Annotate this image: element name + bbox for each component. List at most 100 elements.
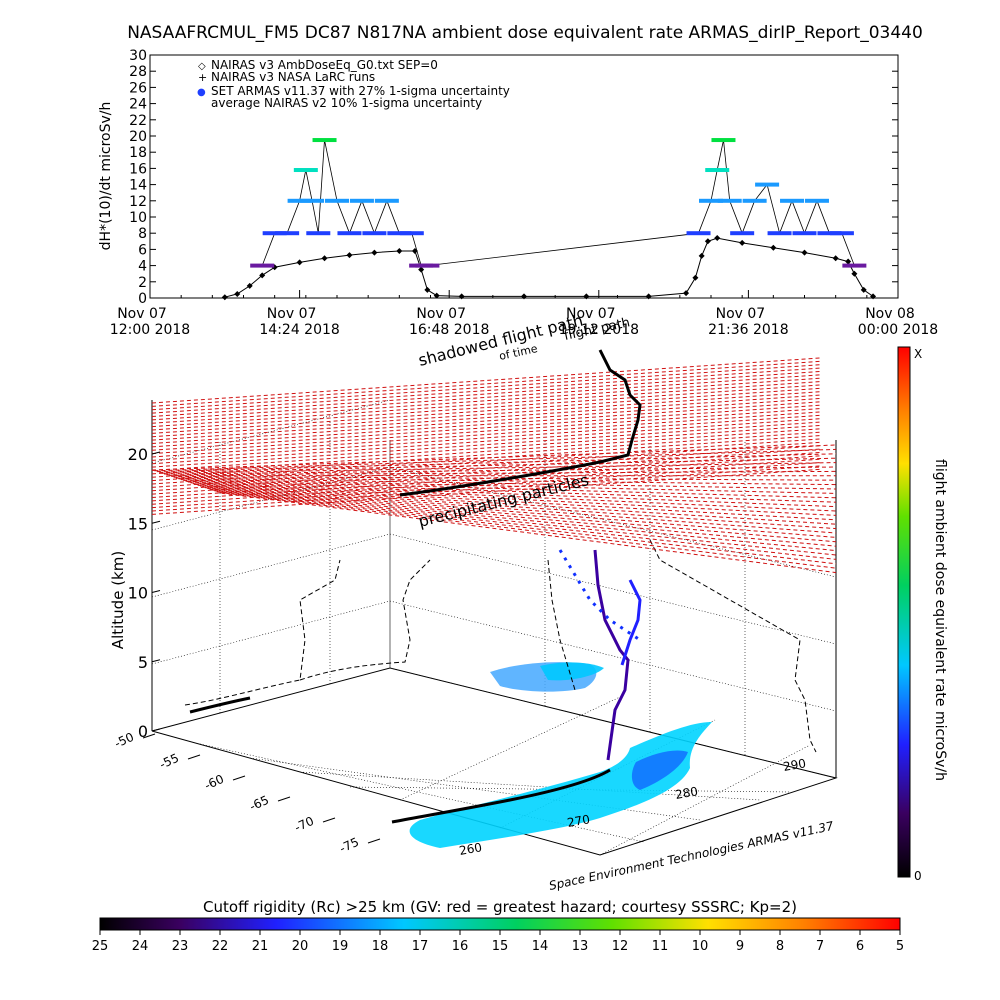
- series-nairas-point: [583, 293, 590, 300]
- altitude-tick-label: 15: [128, 514, 148, 533]
- rigidity-tick-label: 18: [372, 939, 389, 954]
- timeseries-legend: ◇ NAIRAS v3 AmbDoseEq_G0.txt SEP=0 + NAI…: [197, 58, 510, 110]
- y-tick-label: 30: [129, 48, 147, 64]
- series-armas-point: [842, 263, 867, 268]
- series-nairas-point: [418, 266, 425, 273]
- x-tick-label-date: Nov 07: [566, 306, 616, 322]
- altitude-tick: [151, 590, 161, 593]
- series-nairas-point: [714, 235, 721, 242]
- particle-plane-line: [151, 411, 821, 458]
- longitude-tick-label: 270: [566, 812, 591, 830]
- particle-plane-line: [221, 492, 837, 574]
- particle-plane-line: [151, 428, 821, 475]
- altitude-tick: [151, 659, 161, 663]
- particle-plane-line: [151, 377, 821, 424]
- particle-plane-line: [151, 425, 821, 471]
- latitude-tick-label: -60: [202, 772, 226, 793]
- rigidity-tick-label: 24: [132, 939, 149, 954]
- particle-plane-line: [173, 476, 837, 486]
- rigidity-tick-label: 13: [572, 939, 589, 954]
- series-armas-point: [312, 138, 337, 143]
- particle-plane-line: [199, 485, 837, 534]
- series-armas-point: [275, 231, 300, 236]
- particle-plane-line: [151, 444, 837, 471]
- rigidity-colorbar-label: Cutoff rigidity (Rc) >25 km (GV: red = g…: [203, 898, 797, 916]
- rigidity-tick-label: 12: [612, 939, 629, 954]
- legend-symbol-dot: ●: [197, 87, 206, 98]
- particle-plane-line: [151, 384, 821, 431]
- latitude-tick-label: -75: [337, 835, 361, 856]
- rigidity-tick-label: 9: [736, 939, 744, 954]
- y-tick-label: 4: [138, 259, 147, 275]
- altitude-label: Altitude (km): [109, 551, 127, 649]
- rigidity-tick-label: 14: [532, 939, 549, 954]
- series-nairas-point: [221, 294, 228, 301]
- altitude-tick: [151, 520, 161, 524]
- rigidity-tick-label: 20: [292, 939, 309, 954]
- rigidity-colorbar-ticks: 25 24 23 22 21 20 19 18 17 16 15 14 13 12 11 10 9 8 7 6 5: [92, 930, 904, 954]
- particle-plane-line: [219, 491, 837, 569]
- latitude-tick-label: -65: [247, 793, 271, 814]
- latitude-tick: [322, 817, 336, 823]
- series-armas-point: [337, 231, 362, 236]
- legend-entry-nairas-larc: NAIRAS v3 NASA LaRC runs: [211, 70, 375, 84]
- dose-colorbar-max: X: [914, 347, 922, 361]
- series-armas-point: [293, 168, 318, 173]
- series-armas-point: [755, 182, 780, 187]
- series-nairas-point: [246, 282, 253, 289]
- dose-colorbar-min: 0: [914, 869, 922, 883]
- dose-colorbar-gradient: [897, 346, 911, 878]
- latitude-tick: [142, 733, 156, 739]
- particle-plane-line: [151, 414, 821, 461]
- altitude-tick-label: 10: [128, 584, 148, 603]
- series-armas-point: [325, 198, 349, 203]
- flight-path-vertical: [558, 549, 642, 761]
- y-tick-label: 24: [129, 97, 147, 113]
- series-nairas-point: [683, 290, 690, 297]
- series-armas-point: [686, 231, 711, 236]
- y-tick-label: 18: [129, 145, 147, 161]
- series-armas-point: [717, 198, 742, 203]
- latitude-tick-label: -50: [112, 730, 136, 751]
- series-armas-point: [804, 198, 829, 203]
- timeseries-series: [221, 138, 877, 301]
- series-nairas-point: [845, 258, 852, 265]
- particle-plane-line: [156, 453, 837, 473]
- series-armas-point: [387, 231, 412, 236]
- series-armas-point: [705, 168, 730, 173]
- particle-plane-line: [159, 457, 837, 473]
- rigidity-tick-label: 11: [652, 939, 669, 954]
- dose-colorbar: X 0 flight ambient dose equivalent rate …: [897, 346, 948, 883]
- series-nairas-point: [704, 238, 711, 245]
- legend-symbol-plus: +: [198, 71, 207, 84]
- particle-plane-line: [202, 486, 837, 538]
- x-tick-label-date: Nov 07: [267, 306, 317, 322]
- particle-plane-line: [175, 477, 837, 490]
- altitude-tick-label: 0: [138, 722, 148, 741]
- series-armas-point: [362, 231, 387, 236]
- particle-plane-line: [163, 466, 837, 475]
- x-tick-label-date: Nov 07: [716, 306, 766, 322]
- legend-entry-nairas-v2: average NAIRAS v2 10% 1-sigma uncertaint…: [211, 96, 482, 110]
- series-nairas-point: [296, 259, 303, 266]
- precipitating-particles-planes: [151, 357, 837, 574]
- x-tick-label-date: Nov 07: [117, 306, 167, 322]
- rigidity-tick-label: 8: [776, 939, 784, 954]
- landmass: [409, 662, 712, 848]
- flight-path-altitude: [399, 349, 642, 497]
- rigidity-colorbar: Cutoff rigidity (Rc) >25 km (GV: red = g…: [92, 898, 904, 954]
- particle-plane-line: [151, 371, 821, 417]
- legend-entry-nairas-v3: NAIRAS v3 AmbDoseEq_G0.txt SEP=0: [211, 58, 438, 72]
- particle-plane-line: [183, 479, 837, 503]
- particle-plane-line: [187, 481, 837, 512]
- particle-plane-line: [151, 391, 821, 438]
- rigidity-tick-label: 16: [452, 939, 469, 954]
- altitude-tick: [151, 728, 161, 732]
- longitude-tick-label: 260: [458, 840, 483, 858]
- x-tick-label-time: 12:00 2018: [110, 322, 190, 338]
- particle-plane-line: [151, 381, 821, 428]
- series-nairas-point: [692, 274, 699, 281]
- series-nairas-point: [371, 249, 378, 256]
- legend-entry-set-armas: SET ARMAS v11.37 with 27% 1-sigma uncert…: [211, 84, 510, 98]
- series-armas-point: [399, 231, 424, 236]
